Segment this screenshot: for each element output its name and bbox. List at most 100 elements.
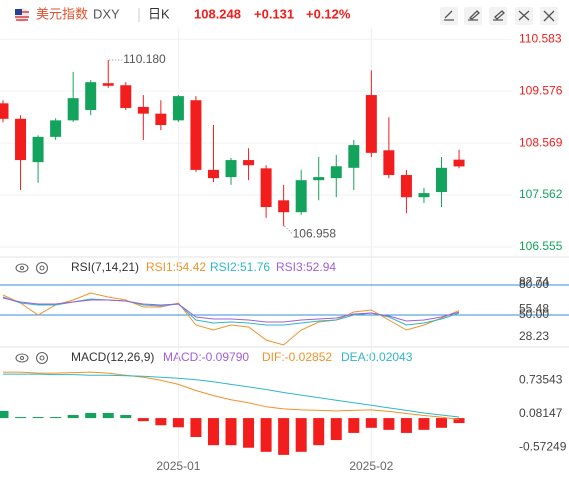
candle-body [243, 160, 255, 166]
settings-button[interactable] [35, 261, 49, 275]
legend-entry: MACD:-0.09790 [163, 350, 249, 364]
macd-bar [225, 418, 237, 446]
candle-body [172, 96, 184, 121]
candle-body [207, 169, 219, 179]
macd-bar [313, 418, 325, 446]
y-tick-label: 28.23 [519, 329, 549, 343]
macd-bar [0, 410, 9, 419]
macd-bar [137, 418, 149, 422]
candle-body [155, 113, 167, 125]
period[interactable]: 日K [148, 6, 170, 21]
indicator-line [2, 297, 460, 323]
instrument-symbol: DXY [93, 6, 120, 21]
settings-button[interactable] [35, 351, 49, 365]
candle-body [313, 177, 325, 181]
macd-bar [207, 418, 219, 446]
candle-body [383, 150, 395, 176]
candle-body [120, 85, 132, 108]
x-tick-label: 2025-02 [349, 459, 393, 473]
candle-body [330, 166, 342, 179]
candle-body [418, 193, 430, 198]
macd-bar [120, 415, 132, 419]
tool-button[interactable] [464, 7, 482, 25]
last-price: 108.248 [194, 6, 241, 21]
legend-entry: RSI3:52.94 [276, 260, 336, 274]
macd-bar [50, 417, 62, 419]
reference-label: 50.00 [519, 307, 549, 321]
candle-body [190, 100, 202, 170]
macd-bar [172, 418, 184, 428]
macd-bar [260, 418, 272, 452]
candle-body [102, 83, 114, 86]
macd-bar [243, 418, 255, 448]
macd-bar [85, 412, 97, 419]
macd-bar [365, 418, 377, 428]
macd-bar [102, 412, 114, 419]
y-tick-label: -0.57249 [519, 440, 567, 454]
candle-body [67, 98, 79, 121]
price-change: +0.131 [254, 6, 294, 21]
macd-bar [436, 418, 447, 428]
visibility-toggle[interactable] [15, 263, 29, 273]
indicator-title: RSI(7,14,21) [71, 260, 139, 274]
indicator-title: MACD(12,26,9) [71, 350, 154, 364]
tool-button[interactable] [540, 7, 558, 25]
legend-entry: DEA:0.02043 [341, 350, 413, 364]
y-tick-label: 110.583 [519, 31, 562, 45]
candle-body [50, 120, 62, 137]
legend-entry: RSI2:51.76 [210, 260, 270, 274]
macd-bar [330, 418, 342, 441]
instrument-name: 美元指数 [36, 6, 88, 21]
macd-bar [453, 418, 465, 424]
legend-entry: DIF:-0.02852 [262, 350, 332, 364]
candle-body [85, 82, 97, 111]
macd-bar [155, 418, 167, 426]
candle-body [260, 168, 272, 208]
macd-bar [400, 418, 412, 433]
y-tick-label: 108.569 [519, 135, 563, 149]
macd-bar [67, 415, 79, 419]
tool-button[interactable] [515, 7, 533, 25]
candle-body [137, 106, 149, 114]
candle-body [295, 180, 307, 213]
candle-body [436, 167, 447, 193]
macd-bar [348, 418, 360, 433]
candle-body [348, 145, 360, 168]
macd-bar [418, 418, 430, 430]
min-marker [284, 225, 292, 234]
tool-button[interactable] [440, 7, 458, 25]
candle-body [15, 118, 27, 161]
candle-body [225, 160, 237, 178]
macd-bar [15, 417, 27, 419]
indicator-line [2, 292, 460, 346]
macd-bar [190, 418, 202, 437]
min-label: 106.958 [293, 226, 337, 240]
max-label: 110.180 [123, 52, 166, 66]
y-tick-label: 106.555 [519, 239, 563, 253]
reference-label: 80.00 [519, 277, 549, 291]
macd-bar [32, 417, 44, 419]
y-tick-label: 0.73543 [519, 373, 563, 387]
tool-button[interactable] [489, 7, 507, 25]
flag-icon [15, 8, 29, 22]
legend-entry: RSI1:54.42 [146, 260, 206, 274]
candle-body [400, 175, 412, 198]
candle-body [32, 136, 44, 163]
candle-body [278, 200, 290, 213]
y-tick-label: 107.562 [519, 187, 563, 201]
y-tick-label: 0.08147 [519, 406, 563, 420]
macd-bar [278, 418, 290, 455]
y-tick-label: 55.48 [519, 302, 549, 316]
visibility-toggle[interactable] [15, 353, 29, 363]
x-tick-label: 2025-01 [156, 459, 200, 473]
macd-bar [383, 418, 395, 430]
candle-body [453, 159, 465, 167]
indicator-line [3, 373, 460, 418]
indicator-line [3, 371, 460, 420]
candle-body [365, 95, 377, 153]
macd-bar [295, 418, 307, 452]
candle-body [0, 103, 9, 119]
price-change-pct: +0.12% [306, 6, 351, 21]
